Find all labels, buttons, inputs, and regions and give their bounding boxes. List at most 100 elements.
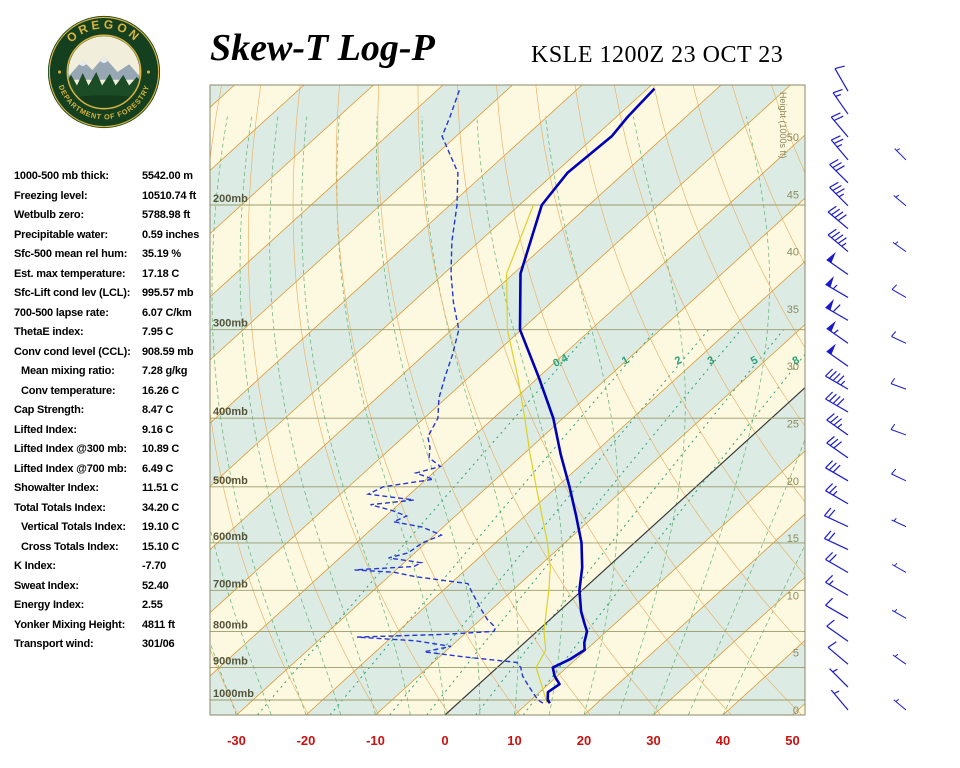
height-tick-label: 10 (787, 590, 799, 602)
isotherm-zero (444, 386, 805, 715)
wind-column-secondary (890, 148, 907, 711)
dry-adiabat (810, 84, 960, 715)
wind-barb-full (827, 641, 837, 648)
dewpoint-profile (354, 88, 544, 704)
wind-barb-full (891, 331, 897, 337)
index-label: Energy Index: (14, 599, 85, 611)
wind-barb-staff (830, 139, 849, 161)
index-label: Sfc-Lift cond lev (LCL): (14, 287, 131, 299)
index-row: K Index: -7.70 (14, 557, 210, 577)
height-tick-label: 0 (793, 705, 799, 717)
wind-barb-full (828, 485, 837, 494)
isotherm (583, 513, 805, 715)
index-row: Conv cond level (CCL): 908.59 mb (14, 343, 210, 363)
wind-barb-half (832, 284, 838, 290)
wind-barb-half (832, 668, 838, 673)
wind-barb-staff (825, 490, 849, 505)
dry-adiabat (417, 85, 662, 715)
isotherm (210, 134, 805, 677)
temp-tick-label: 40 (716, 733, 730, 748)
temp-tick-label: -30 (227, 733, 246, 748)
height-tick-label: 15 (787, 533, 799, 545)
index-value: 7.95 C (142, 326, 174, 338)
wind-barb-staff (829, 164, 849, 184)
pressure-label: 300mb (213, 318, 248, 330)
wind-barb-full (829, 415, 839, 424)
pressure-label: 600mb (213, 531, 248, 543)
pressure-label: 200mb (213, 193, 248, 205)
wind-barb-full (826, 413, 835, 421)
wind-barb-full (832, 304, 841, 313)
odf-logo-svg: OREGON DEPARTMENT OF FORESTRY (47, 15, 161, 129)
index-value: 35.19 % (142, 248, 181, 260)
index-row: Lifted Index @700 mb: 6.49 C (14, 460, 210, 480)
dry-adiabat (692, 85, 805, 349)
wind-barb-full (833, 418, 842, 426)
temperature-profile (518, 87, 656, 704)
wind-barb-full (825, 597, 834, 606)
page-title: Skew-T Log-P (210, 27, 435, 69)
index-label: 700-500 lapse rate: (14, 306, 109, 319)
temp-axis: -30 -20 -10 0 10 20 30 40 50 (227, 733, 800, 748)
wind-barb-full (828, 554, 837, 563)
index-value: 15.10 C (142, 540, 180, 553)
logo-dot-left (57, 70, 62, 74)
index-value: 8.47 C (142, 404, 174, 416)
wind-barb-full (825, 391, 834, 400)
index-label: 1000-500 mb thick: (14, 170, 109, 182)
dry-adiabat (210, 85, 309, 715)
wind-barb-full (833, 138, 844, 144)
height-tick-label: 45 (787, 189, 799, 201)
temp-tick-label: 50 (785, 733, 799, 748)
index-row: Lifted Index @300 mb: 10.89 C (14, 440, 210, 460)
wind-barb-staff (891, 336, 907, 344)
temp-tick-label: 0 (441, 733, 448, 748)
index-label: Conv temperature: (21, 384, 116, 397)
height-axis-title: Height (1000s ft) (778, 92, 788, 159)
wind-barb-full (890, 423, 896, 430)
wind-barb-staff (824, 538, 849, 551)
dry-adiabat (456, 85, 732, 715)
height-tick-label: 30 (787, 361, 799, 373)
wind-barb-half (894, 653, 899, 657)
wind-barb-full (832, 395, 841, 404)
index-label: Wetbulb zero: (14, 209, 84, 221)
isotherm (210, 85, 791, 614)
wind-barb-full (828, 393, 837, 402)
wind-barb-staff (829, 186, 849, 207)
logo-snowcap (78, 60, 87, 67)
wind-barb-staff (825, 467, 849, 482)
mixing-ratio-label: 3 (706, 354, 717, 367)
index-value: 10510.74 ft (142, 189, 197, 202)
index-value: 4811 ft (142, 618, 175, 631)
wind-barb-staff (824, 515, 849, 528)
wind-barb-full (827, 509, 836, 518)
dry-adiabat (335, 85, 521, 715)
wind-barb-full (833, 115, 844, 122)
wind-barb-staff (827, 234, 849, 253)
height-tick-label: 25 (787, 419, 799, 431)
index-value: 11.51 C (142, 482, 179, 494)
dry-adiabat (653, 85, 805, 427)
index-row: Cross Totals Index: 15.10 C (14, 538, 210, 558)
pressure-label: 1000mb (213, 688, 254, 700)
wind-barb-full (828, 462, 837, 471)
plot-border (209, 84, 806, 716)
wind-barb-pennant (825, 276, 834, 288)
isotherm (792, 703, 805, 715)
index-row: Sfc-500 mean rel hum: 35.19 % (14, 245, 210, 265)
isotherm (210, 85, 722, 551)
isotherm (210, 85, 513, 361)
index-value: 7.28 g/kg (142, 365, 188, 377)
dry-adiabat (535, 85, 805, 648)
wind-barb-pennant (826, 251, 836, 263)
wind-barb-half (894, 562, 898, 567)
index-label: Est. max temperature: (14, 267, 126, 280)
wind-barb-full (825, 551, 834, 560)
wind-barb-staff (891, 288, 907, 298)
pressure-label: 700mb (213, 578, 248, 590)
pressure-label: 500mb (213, 475, 248, 487)
mixing-ratio-line (389, 329, 709, 715)
